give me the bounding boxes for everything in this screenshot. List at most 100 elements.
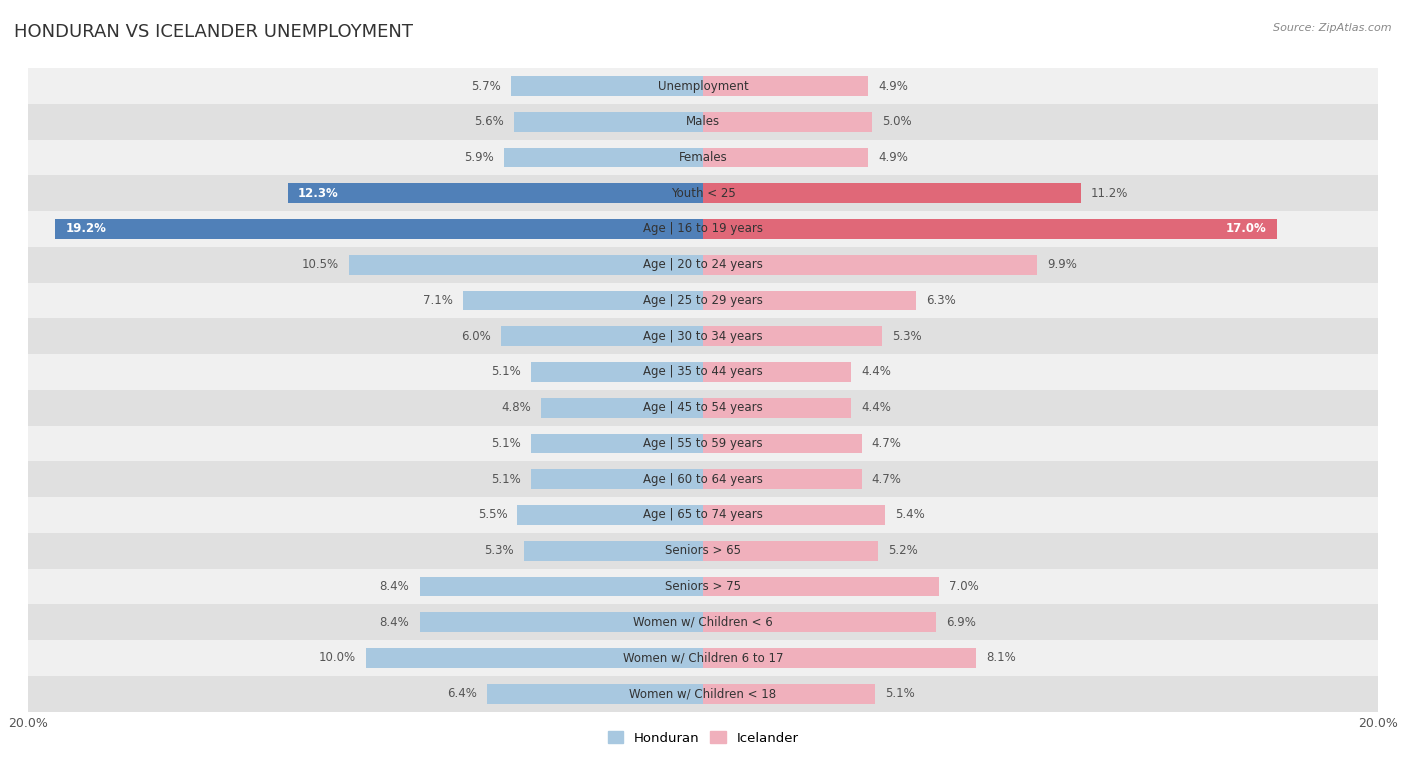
- Text: 10.0%: 10.0%: [318, 652, 356, 665]
- Text: 5.3%: 5.3%: [485, 544, 515, 557]
- Text: Seniors > 65: Seniors > 65: [665, 544, 741, 557]
- Text: 4.7%: 4.7%: [872, 472, 901, 486]
- Bar: [28, 604, 1378, 640]
- Text: 4.8%: 4.8%: [501, 401, 531, 414]
- Bar: [28, 354, 1378, 390]
- Bar: [419, 612, 703, 632]
- Text: 8.1%: 8.1%: [987, 652, 1017, 665]
- Text: 4.9%: 4.9%: [879, 151, 908, 164]
- Text: HONDURAN VS ICELANDER UNEMPLOYMENT: HONDURAN VS ICELANDER UNEMPLOYMENT: [14, 23, 413, 41]
- Text: 8.4%: 8.4%: [380, 615, 409, 629]
- Bar: [703, 255, 1038, 275]
- Bar: [501, 326, 703, 346]
- Bar: [703, 291, 915, 310]
- Bar: [28, 104, 1378, 139]
- Text: 19.2%: 19.2%: [65, 223, 105, 235]
- Bar: [28, 461, 1378, 497]
- Text: 5.6%: 5.6%: [474, 115, 503, 128]
- Bar: [703, 434, 862, 453]
- Text: 5.1%: 5.1%: [491, 472, 520, 486]
- Text: 4.4%: 4.4%: [862, 366, 891, 378]
- Bar: [28, 282, 1378, 319]
- Bar: [703, 505, 886, 525]
- Bar: [703, 612, 936, 632]
- Bar: [510, 76, 703, 96]
- Text: 5.5%: 5.5%: [478, 509, 508, 522]
- Bar: [28, 569, 1378, 604]
- Bar: [28, 640, 1378, 676]
- Bar: [28, 211, 1378, 247]
- Text: 5.1%: 5.1%: [886, 687, 915, 700]
- Bar: [28, 497, 1378, 533]
- Bar: [55, 220, 703, 238]
- Text: Males: Males: [686, 115, 720, 128]
- Text: 7.1%: 7.1%: [423, 294, 453, 307]
- Bar: [703, 648, 976, 668]
- Bar: [28, 319, 1378, 354]
- Bar: [28, 533, 1378, 569]
- Bar: [486, 684, 703, 703]
- Text: Age | 30 to 34 years: Age | 30 to 34 years: [643, 330, 763, 343]
- Text: 5.9%: 5.9%: [464, 151, 494, 164]
- Text: 12.3%: 12.3%: [298, 187, 339, 200]
- Bar: [419, 577, 703, 597]
- Text: 5.7%: 5.7%: [471, 79, 501, 92]
- Text: Source: ZipAtlas.com: Source: ZipAtlas.com: [1274, 23, 1392, 33]
- Bar: [28, 68, 1378, 104]
- Bar: [703, 577, 939, 597]
- Text: 9.9%: 9.9%: [1047, 258, 1077, 271]
- Bar: [703, 326, 882, 346]
- Bar: [515, 112, 703, 132]
- Bar: [531, 434, 703, 453]
- Bar: [703, 183, 1081, 203]
- Bar: [349, 255, 703, 275]
- Text: 11.2%: 11.2%: [1091, 187, 1129, 200]
- Text: 8.4%: 8.4%: [380, 580, 409, 593]
- Bar: [28, 176, 1378, 211]
- Text: Seniors > 75: Seniors > 75: [665, 580, 741, 593]
- Bar: [531, 469, 703, 489]
- Text: 5.0%: 5.0%: [882, 115, 911, 128]
- Legend: Honduran, Icelander: Honduran, Icelander: [602, 726, 804, 750]
- Bar: [703, 469, 862, 489]
- Text: Age | 20 to 24 years: Age | 20 to 24 years: [643, 258, 763, 271]
- Text: 5.4%: 5.4%: [896, 509, 925, 522]
- Bar: [703, 148, 869, 167]
- Text: Women w/ Children < 18: Women w/ Children < 18: [630, 687, 776, 700]
- Text: 6.3%: 6.3%: [925, 294, 956, 307]
- Text: 6.0%: 6.0%: [461, 330, 491, 343]
- Text: Age | 45 to 54 years: Age | 45 to 54 years: [643, 401, 763, 414]
- Text: 4.4%: 4.4%: [862, 401, 891, 414]
- Text: Unemployment: Unemployment: [658, 79, 748, 92]
- Bar: [28, 676, 1378, 712]
- Bar: [703, 398, 852, 418]
- Text: 4.7%: 4.7%: [872, 437, 901, 450]
- Text: Women w/ Children < 6: Women w/ Children < 6: [633, 615, 773, 629]
- Text: Age | 65 to 74 years: Age | 65 to 74 years: [643, 509, 763, 522]
- Text: Women w/ Children 6 to 17: Women w/ Children 6 to 17: [623, 652, 783, 665]
- Text: 17.0%: 17.0%: [1226, 223, 1267, 235]
- Text: 4.9%: 4.9%: [879, 79, 908, 92]
- Text: 6.4%: 6.4%: [447, 687, 477, 700]
- Text: Age | 16 to 19 years: Age | 16 to 19 years: [643, 223, 763, 235]
- Text: Age | 60 to 64 years: Age | 60 to 64 years: [643, 472, 763, 486]
- Text: 5.3%: 5.3%: [891, 330, 921, 343]
- Bar: [531, 362, 703, 382]
- Bar: [703, 362, 852, 382]
- Bar: [703, 220, 1277, 238]
- Text: Females: Females: [679, 151, 727, 164]
- Bar: [517, 505, 703, 525]
- Bar: [28, 247, 1378, 282]
- Text: Age | 35 to 44 years: Age | 35 to 44 years: [643, 366, 763, 378]
- Text: 5.1%: 5.1%: [491, 437, 520, 450]
- Text: 5.1%: 5.1%: [491, 366, 520, 378]
- Bar: [503, 148, 703, 167]
- Bar: [464, 291, 703, 310]
- Text: 5.2%: 5.2%: [889, 544, 918, 557]
- Bar: [288, 183, 703, 203]
- Bar: [703, 541, 879, 560]
- Bar: [366, 648, 703, 668]
- Text: Youth < 25: Youth < 25: [671, 187, 735, 200]
- Bar: [28, 390, 1378, 425]
- Text: 10.5%: 10.5%: [301, 258, 339, 271]
